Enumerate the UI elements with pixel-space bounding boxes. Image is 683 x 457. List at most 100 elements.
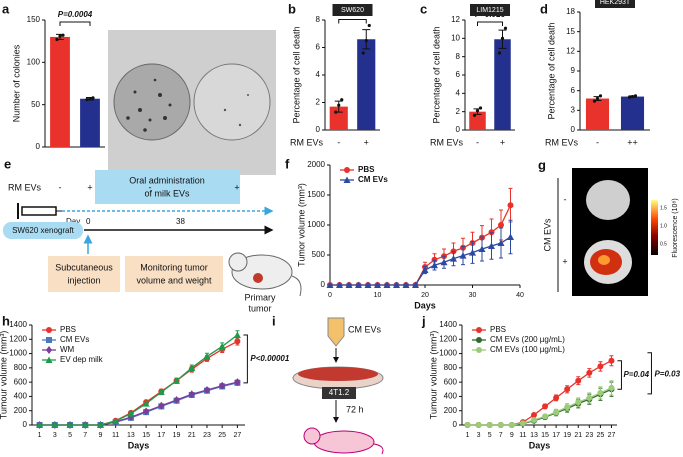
marker [575,377,582,384]
bar [50,36,70,147]
box-text: volume and weight [136,275,212,285]
y-tick-label: 6 [316,43,321,52]
marker [608,357,615,364]
caption: tumor [248,303,271,313]
y-tick-label: 0 [321,280,326,289]
marker [488,242,495,249]
mouse [228,252,302,297]
data-point [633,94,638,98]
x-tick-label: + [500,137,505,147]
x-axis-title: Days [128,440,150,450]
y-tick-label: 12 [451,15,460,24]
panel-label: i [272,313,276,328]
marker [586,369,593,376]
marker [553,409,560,416]
data-point [497,51,502,55]
caption: Primary [245,292,276,302]
marker [507,202,514,209]
marker [46,337,52,343]
label-box [595,0,635,8]
y-tick-label: 500 [312,250,326,259]
marker [497,422,504,428]
caption: 72 h [346,404,364,414]
data-point [503,26,508,30]
marker [507,233,514,240]
x-tick-label: 5 [68,432,72,439]
marker [608,384,615,391]
legend-label: CM EVs [358,175,388,184]
y-tick-label: 1200 [439,334,457,343]
plate-image [108,30,276,175]
data-point [364,39,368,43]
legend-label: EV dep milk [60,355,104,364]
panel-label: g [538,157,546,172]
data-point [91,96,95,100]
y-tick-label: 1500 [307,190,325,199]
x-tick-label: 27 [233,432,241,439]
box [95,170,240,204]
panel-label: c [420,1,427,16]
legend-label: CM EVs (200 µg/mL) [490,335,565,344]
marker [476,327,482,333]
diagram-i: i CM EVs 4T1.2 72 h [272,313,384,455]
panel-label: a [2,1,10,16]
marker [530,417,537,423]
x-tick-label: 3 [477,432,481,439]
marker [393,281,400,288]
y-tick-label: 0 [571,125,576,134]
x-tick-label: 7 [499,432,503,439]
day-text: 0 [86,217,91,226]
bracket [477,21,503,26]
x-tick-label: 3 [53,432,57,439]
bar [80,98,100,147]
marker [234,338,241,345]
x-tick-label: 17 [552,432,560,439]
y-tick-label: 600 [444,377,458,386]
x-tick-label: 13 [127,432,135,439]
x-tick-label: - [476,137,479,147]
data-point [595,96,600,101]
x-tick-label: ++ [627,137,638,147]
label: HEK293T [600,0,631,6]
series-line [330,204,512,286]
y-tick-label: 3 [571,105,576,114]
x-tick-label: 13 [530,432,538,439]
marker [542,403,549,410]
marker [440,258,448,266]
bracket [243,334,248,384]
data-point [500,36,505,40]
p-value: P=0.03 [654,369,680,378]
panel-label: j [421,313,426,328]
marker [450,255,457,262]
day-text: Day [66,217,80,226]
x-axis-title: Days [529,440,551,450]
x-tick-label: 15 [541,432,549,439]
y-tick-label: 2 [316,98,321,107]
diagram-g: g - + CM EVs 1.5 1.0 0.5 Fluorescence (1… [538,157,679,296]
x-tick-label: 19 [173,432,181,439]
y-tick-label: 0 [456,125,461,134]
y-tick-label: 8 [456,52,461,61]
x-tick-label: 1 [466,432,470,439]
x-tick-label: 10 [374,292,382,299]
bar [585,98,610,130]
panel-label: b [288,1,296,16]
marker [519,420,526,427]
y-tick-label: 1000 [9,349,27,358]
x-tick-label: 17 [157,432,165,439]
marker [402,281,410,288]
legend-label: PBS [490,325,506,334]
y-tick-label: 0 [23,420,28,429]
x-tick-label: 1 [38,432,42,439]
legend-label: PBS [358,165,375,174]
day-text: 38 [176,217,185,226]
legend-label: PBS [60,325,76,334]
y-tick-label: 8 [316,15,321,24]
x-tick-label: 9 [99,432,103,439]
marker [564,386,571,393]
data-point [85,97,89,102]
x-tick-label: 11 [112,432,119,439]
marker [233,331,241,338]
marker [143,407,150,416]
